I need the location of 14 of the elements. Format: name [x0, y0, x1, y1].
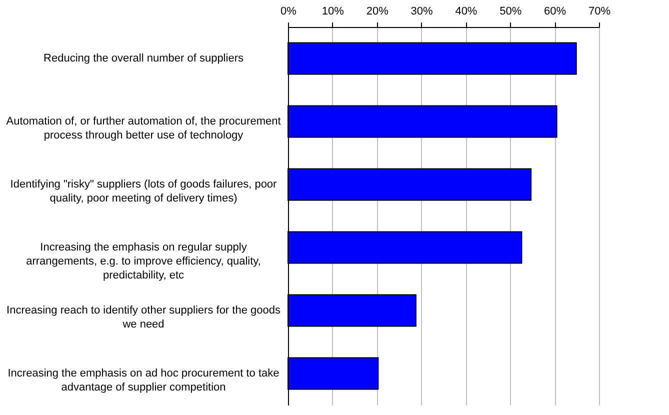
y-tick-label: Increasing the emphasis on ad hoc procurement to take advantage of supplier competition	[8, 368, 280, 394]
y-tick-label: Automation of, or further automation of, the procurement process through better use of technology	[6, 116, 281, 142]
x-tick-label: 20%	[366, 6, 389, 18]
x-tick-label: 50%	[500, 6, 522, 18]
y-tick-label: Increasing the emphasis on regular supply arrangements, e.g. to improve efficiency, quality, predictability, etc	[26, 242, 261, 282]
x-tick-label: 10%	[322, 6, 344, 18]
x-tick-label: 60%	[544, 6, 566, 18]
x-tick-label: 70%	[588, 6, 611, 18]
x-tick-label: 30%	[410, 6, 434, 18]
x-tick-label: 40%	[455, 6, 478, 18]
y-tick-label: Reducing the overall number of suppliers	[44, 52, 244, 64]
y-tick-label: Increasing reach to identify other suppliers for the goods we need	[6, 304, 281, 330]
x-tick-label: 0%	[280, 6, 297, 18]
y-tick-label: Identifying "risky" suppliers (lots of goods failures, poor quality, poor meeting of delivery times)	[10, 178, 278, 204]
